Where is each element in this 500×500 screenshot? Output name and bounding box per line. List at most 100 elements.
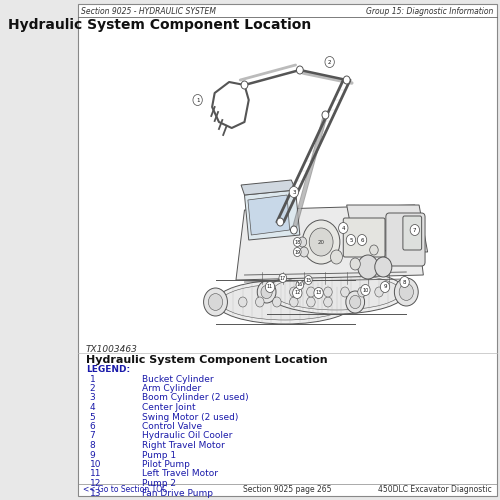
Circle shape: [344, 76, 350, 84]
Circle shape: [358, 255, 378, 279]
Circle shape: [350, 258, 360, 270]
Circle shape: [208, 294, 222, 310]
Circle shape: [294, 248, 301, 256]
Circle shape: [204, 288, 228, 316]
Text: 19: 19: [294, 250, 300, 254]
Text: 18: 18: [294, 240, 300, 244]
Text: Control Valve: Control Valve: [142, 422, 203, 431]
Circle shape: [300, 247, 308, 257]
Text: 10: 10: [362, 288, 368, 292]
Text: Section 9025 page 265: Section 9025 page 265: [243, 486, 332, 494]
Text: Hydraulic Oil Cooler: Hydraulic Oil Cooler: [142, 432, 233, 440]
FancyBboxPatch shape: [403, 216, 421, 250]
Text: 17: 17: [280, 276, 286, 280]
Text: 16: 16: [296, 282, 303, 288]
Text: 450DLC Excavator Diagnostic: 450DLC Excavator Diagnostic: [378, 486, 492, 494]
Text: Bucket Cylinder: Bucket Cylinder: [142, 374, 214, 384]
Text: Right Travel Motor: Right Travel Motor: [142, 441, 225, 450]
Text: 9: 9: [90, 450, 95, 460]
Circle shape: [325, 56, 334, 68]
Text: Left Travel Motor: Left Travel Motor: [142, 470, 218, 478]
Text: 5: 5: [90, 412, 95, 422]
Text: << Go to Section TOC: << Go to Section TOC: [82, 486, 167, 494]
Circle shape: [375, 257, 392, 277]
Polygon shape: [244, 190, 300, 240]
Text: 11: 11: [90, 470, 101, 478]
Text: Swing Motor (2 used): Swing Motor (2 used): [142, 412, 238, 422]
Circle shape: [410, 224, 420, 235]
Circle shape: [400, 276, 409, 287]
Text: Group 15: Diagnostic Information: Group 15: Diagnostic Information: [366, 6, 493, 16]
Text: 8: 8: [90, 441, 95, 450]
Circle shape: [277, 218, 283, 226]
Circle shape: [330, 250, 342, 264]
Text: 4: 4: [90, 403, 95, 412]
Text: 13: 13: [90, 488, 101, 498]
Circle shape: [306, 297, 315, 307]
Circle shape: [324, 287, 332, 297]
Circle shape: [346, 291, 364, 313]
Circle shape: [296, 66, 303, 74]
Circle shape: [292, 288, 302, 298]
Ellipse shape: [220, 284, 350, 320]
Text: 3: 3: [292, 190, 296, 194]
Circle shape: [193, 94, 202, 106]
Circle shape: [324, 297, 332, 307]
Text: 13: 13: [316, 290, 322, 296]
Text: Arm Cylinder: Arm Cylinder: [142, 384, 202, 393]
Text: 2: 2: [328, 60, 332, 64]
Text: 7: 7: [413, 228, 416, 232]
Circle shape: [358, 234, 366, 246]
Text: 6: 6: [360, 238, 364, 242]
Circle shape: [304, 276, 312, 284]
Circle shape: [399, 284, 413, 300]
Text: 8: 8: [403, 280, 406, 284]
Circle shape: [338, 222, 348, 234]
Circle shape: [241, 81, 248, 89]
Text: Boom Cylinder (2 used): Boom Cylinder (2 used): [142, 394, 249, 402]
Polygon shape: [241, 180, 296, 195]
Text: Section 9025 - HYDRAULIC SYSTEM: Section 9025 - HYDRAULIC SYSTEM: [81, 6, 216, 16]
Circle shape: [290, 287, 298, 297]
Text: 11: 11: [267, 284, 273, 290]
Circle shape: [272, 297, 281, 307]
FancyBboxPatch shape: [386, 213, 425, 266]
Polygon shape: [248, 195, 290, 235]
Circle shape: [306, 287, 315, 297]
Text: 20: 20: [318, 240, 324, 244]
Circle shape: [238, 297, 247, 307]
Text: Pilot Pump: Pilot Pump: [142, 460, 190, 469]
Circle shape: [350, 296, 361, 308]
Text: LEGEND:: LEGEND:: [86, 366, 130, 374]
Text: 12: 12: [294, 290, 300, 296]
Text: 10: 10: [90, 460, 101, 469]
Text: 15: 15: [305, 278, 312, 282]
Circle shape: [294, 238, 301, 246]
Text: 1: 1: [196, 98, 200, 102]
Text: TX1003463: TX1003463: [86, 344, 138, 354]
Text: 4: 4: [342, 226, 345, 230]
Text: Fan Drive Pump: Fan Drive Pump: [142, 488, 214, 498]
Text: 1: 1: [90, 374, 95, 384]
Circle shape: [358, 287, 366, 297]
Circle shape: [360, 284, 370, 296]
Circle shape: [256, 297, 264, 307]
Circle shape: [322, 111, 329, 119]
Text: Center Joint: Center Joint: [142, 403, 196, 412]
Circle shape: [375, 287, 384, 297]
Text: 7: 7: [90, 432, 95, 440]
Circle shape: [380, 282, 390, 292]
FancyBboxPatch shape: [344, 218, 385, 257]
Text: 9: 9: [384, 284, 387, 290]
Polygon shape: [346, 205, 428, 252]
Text: Hydraulic System Component Location: Hydraulic System Component Location: [86, 355, 328, 365]
Circle shape: [340, 287, 349, 297]
Text: 5: 5: [349, 238, 352, 242]
Text: Pump 2: Pump 2: [142, 479, 176, 488]
Polygon shape: [236, 205, 424, 280]
Text: Pump 1: Pump 1: [142, 450, 176, 460]
Circle shape: [394, 278, 418, 306]
Text: Hydraulic System Component Location: Hydraulic System Component Location: [8, 18, 311, 32]
Circle shape: [289, 186, 298, 198]
Ellipse shape: [216, 280, 355, 324]
